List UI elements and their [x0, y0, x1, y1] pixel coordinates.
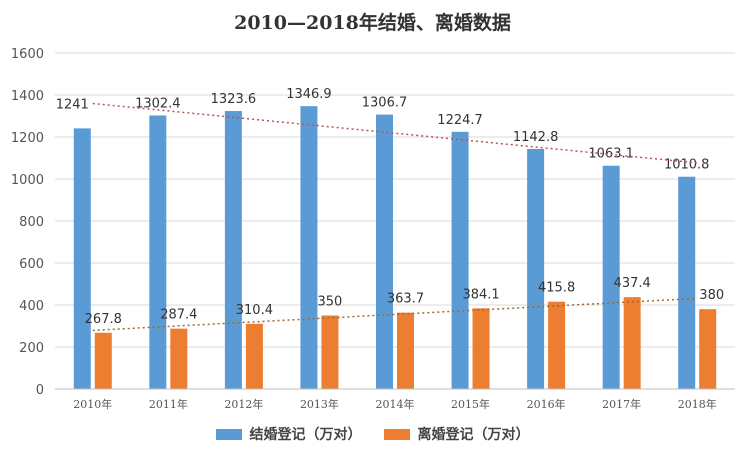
data-label: 437.4: [614, 276, 651, 291]
data-label: 363.7: [387, 292, 424, 307]
bar-marriage: [451, 131, 469, 390]
bar-marriage: [73, 128, 91, 389]
y-tick-label: 1600: [11, 47, 44, 62]
y-tick-label: 1000: [11, 173, 44, 188]
x-tick-label: 2011年: [149, 397, 188, 411]
bar-divorce: [623, 297, 641, 389]
bar-divorce: [245, 323, 263, 389]
data-label: 1224.7: [437, 113, 483, 128]
y-tick-label: 1400: [11, 89, 44, 104]
data-label: 287.4: [160, 308, 197, 323]
y-tick-label: 0: [36, 383, 44, 398]
bar-marriage: [678, 176, 696, 389]
bar-marriage: [376, 114, 393, 389]
legend-item-divorce: 离婚登记（万对）: [383, 424, 530, 444]
data-label: 310.4: [236, 303, 273, 318]
data-label: 267.8: [85, 312, 122, 327]
legend-label: 离婚登记（万对）: [417, 427, 530, 443]
bar-marriage: [602, 165, 620, 389]
x-tick-label: 2010年: [73, 397, 112, 411]
x-tick-label: 2018年: [678, 397, 717, 411]
data-label: 1241: [56, 97, 89, 112]
bar-marriage: [300, 106, 318, 389]
bar-divorce: [94, 332, 112, 389]
y-tick-label: 1200: [11, 131, 44, 146]
y-tick-label: 800: [19, 215, 44, 230]
data-label: 384.1: [462, 287, 499, 302]
chart-title: 2010—2018年结婚、离婚数据: [234, 12, 511, 34]
bar-divorce: [170, 328, 188, 389]
legend-item-marriage: 结婚登记（万对）: [215, 424, 362, 444]
y-tick-label: 200: [19, 341, 44, 356]
data-label: 1306.7: [362, 96, 408, 111]
bar-divorce: [321, 315, 339, 389]
legend: 结婚登记（万对） 离婚登记（万对）: [0, 424, 745, 444]
bar-marriage: [527, 149, 545, 389]
y-tick-label: 600: [19, 257, 44, 272]
x-tick-label: 2012年: [224, 397, 263, 411]
data-label: 1142.8: [513, 130, 559, 145]
bar-divorce: [699, 309, 717, 389]
data-label: 350: [318, 295, 343, 310]
legend-swatch: [215, 428, 242, 440]
bar-divorce: [397, 312, 414, 389]
legend-swatch: [383, 428, 410, 440]
y-tick-label: 400: [19, 299, 44, 314]
data-label: 1346.9: [286, 87, 332, 102]
trendline: [92, 297, 698, 332]
data-label: 1302.4: [135, 96, 181, 111]
data-label: 415.8: [538, 281, 575, 296]
x-tick-label: 2017年: [602, 397, 641, 411]
x-tick-label: 2014年: [376, 397, 415, 411]
data-label: 380: [699, 288, 724, 303]
bar-divorce: [472, 308, 490, 389]
bar-divorce: [548, 301, 566, 389]
bar-marriage: [224, 111, 242, 389]
data-label: 1323.6: [211, 92, 257, 107]
legend-label: 结婚登记（万对）: [249, 427, 362, 443]
x-tick-label: 2015年: [451, 397, 490, 411]
x-tick-label: 2013年: [300, 397, 339, 411]
x-tick-label: 2016年: [527, 397, 566, 411]
trendline: [92, 102, 698, 164]
bar-marriage: [149, 115, 167, 389]
